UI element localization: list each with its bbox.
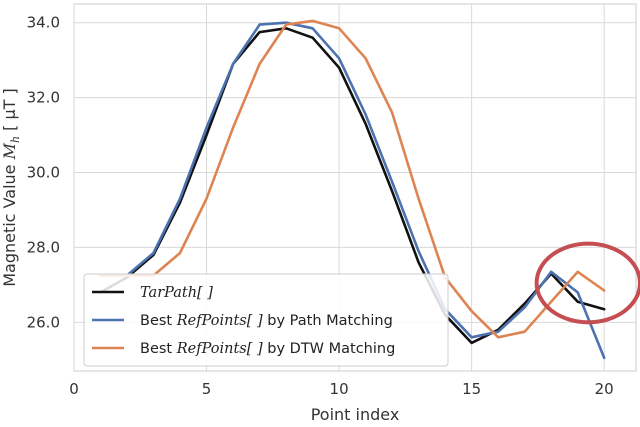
y-axis-title: Magnetic Value Mh [ μT ] xyxy=(0,88,22,287)
legend-box xyxy=(83,273,449,367)
x-tick-label: 10 xyxy=(330,380,349,398)
tick-labels: 0 5 10 15 20 26.0 28.0 30.0 32.0 34.0 xyxy=(27,14,614,398)
x-tick-label: 5 xyxy=(202,380,212,398)
legend-label: TarPath[ ] xyxy=(140,285,213,301)
y-tick-label: 28.0 xyxy=(27,238,60,256)
legend-item-3: Best RefPoints[ ] by DTW Matching xyxy=(92,341,395,357)
legend: TarPath[ ] Best RefPoints[ ] by Path Matc… xyxy=(83,273,449,367)
y-axis-title-var: M xyxy=(0,142,19,160)
y-tick-label: 26.0 xyxy=(27,313,60,331)
x-tick-label: 20 xyxy=(595,380,614,398)
legend-item-1: TarPath[ ] xyxy=(92,285,213,301)
x-tick-label: 0 xyxy=(69,380,79,398)
y-axis-title-sub: h xyxy=(9,136,22,143)
y-axis-title-unit: [ μT ] xyxy=(0,88,19,136)
series-line-1 xyxy=(99,26,606,345)
y-tick-label: 30.0 xyxy=(27,164,60,182)
y-tick-label: 34.0 xyxy=(27,14,60,32)
series-line-3 xyxy=(99,19,606,339)
x-tick-label: 15 xyxy=(462,380,481,398)
y-axis-title-main: Magnetic Value xyxy=(0,159,19,286)
legend-label: Best RefPoints[ ] by Path Matching xyxy=(140,313,393,329)
y-tick-label: 32.0 xyxy=(27,89,60,107)
legend-label: Best RefPoints[ ] by DTW Matching xyxy=(140,341,395,357)
legend-item-2: Best RefPoints[ ] by Path Matching xyxy=(92,313,393,329)
series-lines xyxy=(99,19,606,360)
x-axis-title: Point index xyxy=(311,405,400,424)
series-line-2 xyxy=(99,21,606,360)
grid xyxy=(73,4,636,371)
